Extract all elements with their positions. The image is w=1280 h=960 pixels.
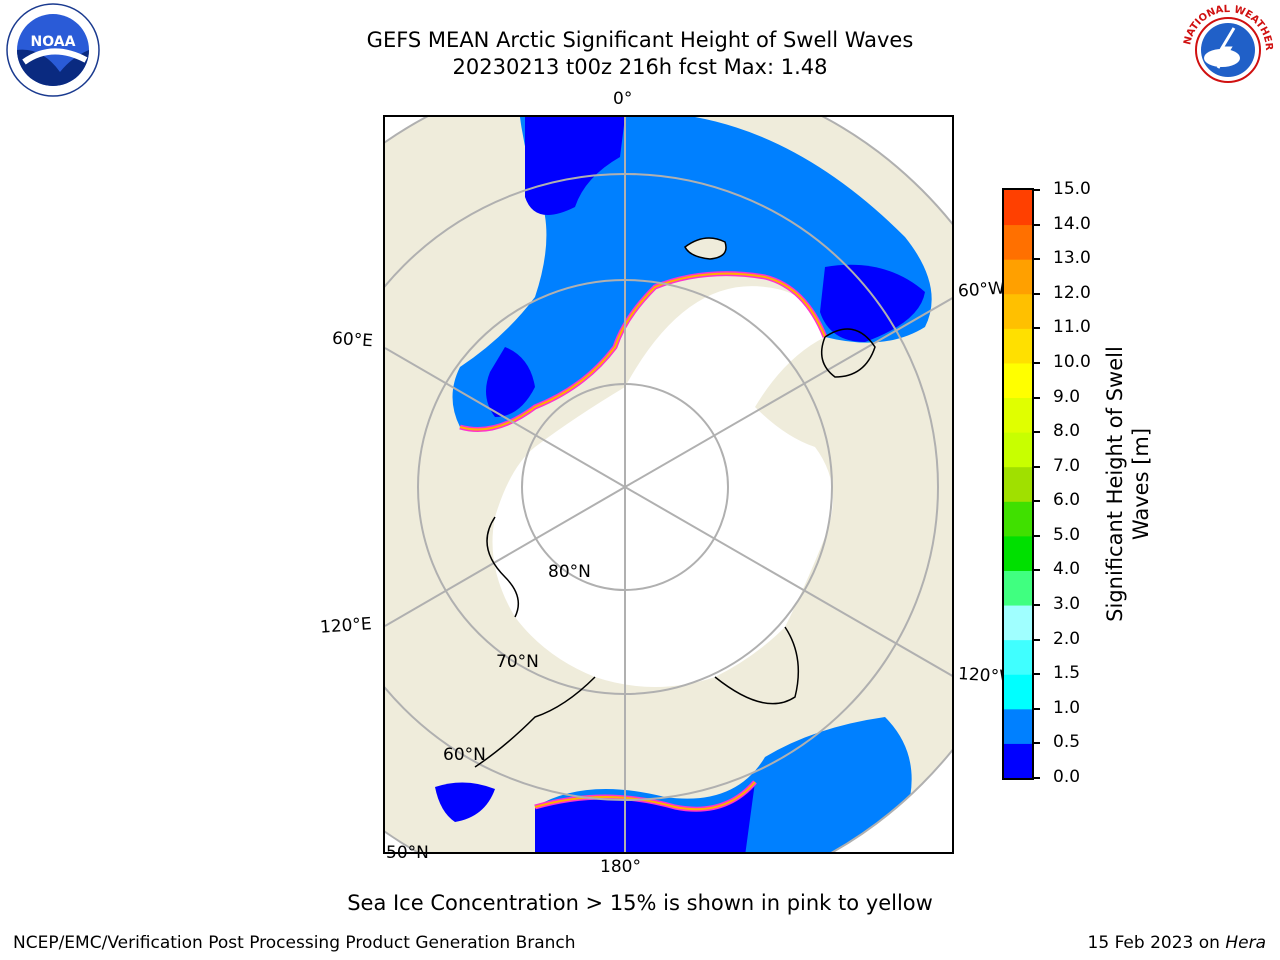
colorbar-swatch xyxy=(1004,432,1032,468)
colorbar-tick-mark xyxy=(1034,465,1040,468)
sea-ice xyxy=(492,286,833,687)
colorbar-tick-mark xyxy=(1034,223,1040,226)
colorbar-tick-mark xyxy=(1034,258,1040,261)
lon-label-120e: 120°E xyxy=(319,614,373,638)
colorbar-swatch xyxy=(1004,293,1032,329)
colorbar-swatch xyxy=(1004,639,1032,675)
lat-label-70: 70°N xyxy=(496,652,539,672)
colorbar-tick-mark xyxy=(1034,707,1040,710)
coast-iceland xyxy=(684,237,727,260)
colorbar-swatch xyxy=(1004,743,1032,778)
colorbar-swatch xyxy=(1004,570,1032,606)
colorbar-tick-mark xyxy=(1034,638,1040,641)
map-canvas xyxy=(385,117,952,852)
colorbar-swatch xyxy=(1004,605,1032,641)
lat-label-50: 50°N xyxy=(386,843,429,863)
lat-label-60: 60°N xyxy=(443,745,486,765)
colorbar-tick-mark xyxy=(1034,292,1040,295)
colorbar-tick-label: 1.0 xyxy=(1053,697,1081,718)
colorbar-tick-label: 2.0 xyxy=(1053,628,1081,649)
colorbar-label: Significant Height of Swell Waves [m] xyxy=(1103,346,1153,622)
meridian-120e xyxy=(385,486,626,627)
colorbar-tick-mark xyxy=(1034,500,1040,503)
lon-label-0: 0° xyxy=(613,89,633,109)
colorbar-swatch xyxy=(1004,535,1032,571)
colorbar-tick-label: 10.0 xyxy=(1053,351,1091,372)
colorbar-tick-label: 13.0 xyxy=(1053,248,1091,269)
colorbar-tick-mark xyxy=(1034,673,1040,676)
colorbar xyxy=(1002,188,1034,780)
lat-label-80: 80°N xyxy=(548,562,591,582)
colorbar-swatch xyxy=(1004,362,1032,399)
lon-label-60e: 60°E xyxy=(331,328,374,352)
run-date-text: 15 Feb 2023 on xyxy=(1087,933,1226,953)
colorbar-swatch xyxy=(1004,501,1032,537)
ocean-deep-c xyxy=(486,347,535,417)
colorbar-tick-label: 15.0 xyxy=(1053,179,1091,199)
colorbar-tick-mark xyxy=(1034,396,1040,399)
colorbar-tick-mark xyxy=(1034,534,1040,537)
ocean-deep-b xyxy=(820,264,925,342)
nws-logo: NATIONAL WEATHER SERVICE xyxy=(1178,2,1274,95)
colorbar-tick-mark xyxy=(1034,361,1040,364)
run-system: Hera xyxy=(1225,933,1266,953)
colorbar-tick-mark xyxy=(1034,189,1040,191)
colorbar-tick-mark xyxy=(1034,742,1040,745)
colorbar-tick-label: 4.0 xyxy=(1053,559,1081,580)
ocean-okhotsk xyxy=(435,782,495,822)
producer-credit: NCEP/EMC/Verification Post Processing Pr… xyxy=(13,933,576,953)
coastlines xyxy=(474,237,876,768)
colorbar-tick-label: 5.0 xyxy=(1053,524,1081,545)
colorbar-tick-mark xyxy=(1034,777,1040,779)
ocean-deep-a xyxy=(525,117,625,215)
colorbar-swatch xyxy=(1004,224,1032,260)
colorbar-swatch xyxy=(1004,259,1032,295)
colorbar-tick-label: 11.0 xyxy=(1053,317,1091,338)
colorbar-tick-label: 9.0 xyxy=(1053,386,1081,407)
colorbar-swatches xyxy=(1004,190,1032,778)
noaa-logo-text: NOAA xyxy=(31,34,76,50)
meridian-60e xyxy=(385,347,626,488)
colorbar-tick-mark xyxy=(1034,431,1040,434)
lon-label-180: 180° xyxy=(600,857,641,877)
colorbar-tick-label: 0.5 xyxy=(1053,732,1081,753)
ocean-pacific-deep xyxy=(535,782,755,852)
colorbar-tick-mark xyxy=(1034,604,1040,607)
colorbar-swatch xyxy=(1004,328,1032,364)
colorbar-swatch xyxy=(1004,397,1032,433)
colorbar-tick-label: 8.0 xyxy=(1053,421,1081,442)
ice-edge-atlantic-inner xyxy=(459,272,826,431)
colorbar-tick-label: 12.0 xyxy=(1053,282,1091,303)
lon-label-60w: 60°W xyxy=(957,278,1006,302)
colorbar-swatch xyxy=(1004,466,1032,502)
colorbar-tick-label: 6.0 xyxy=(1053,490,1081,511)
colorbar-tick-label: 3.0 xyxy=(1053,594,1081,615)
colorbar-swatch xyxy=(1004,674,1032,710)
colorbar-tick-mark xyxy=(1034,569,1040,572)
colorbar-tick-label: 0.0 xyxy=(1053,767,1081,787)
noaa-logo: NOAA xyxy=(6,3,100,97)
polar-map xyxy=(383,115,954,854)
meridian-60w xyxy=(624,297,952,488)
map-title: GEFS MEAN Arctic Significant Height of S… xyxy=(366,28,914,52)
colorbar-tick-label: 14.0 xyxy=(1053,213,1091,234)
colorbar-tick-label: 7.0 xyxy=(1053,455,1081,476)
meridian-120w xyxy=(624,486,952,677)
colorbar-swatch xyxy=(1004,708,1032,744)
run-date: 15 Feb 2023 on Hera xyxy=(1088,933,1266,953)
colorbar-tick-mark xyxy=(1034,327,1040,330)
sea-ice-note: Sea Ice Concentration > 15% is shown in … xyxy=(347,891,933,915)
graticule xyxy=(385,117,952,852)
map-subtitle: 20230213 t00z 216h fcst Max: 1.48 xyxy=(452,55,828,79)
colorbar-swatch xyxy=(1004,190,1032,226)
ice-edge-pacific-inner xyxy=(534,781,756,811)
colorbar-tick-label: 1.5 xyxy=(1053,663,1081,684)
